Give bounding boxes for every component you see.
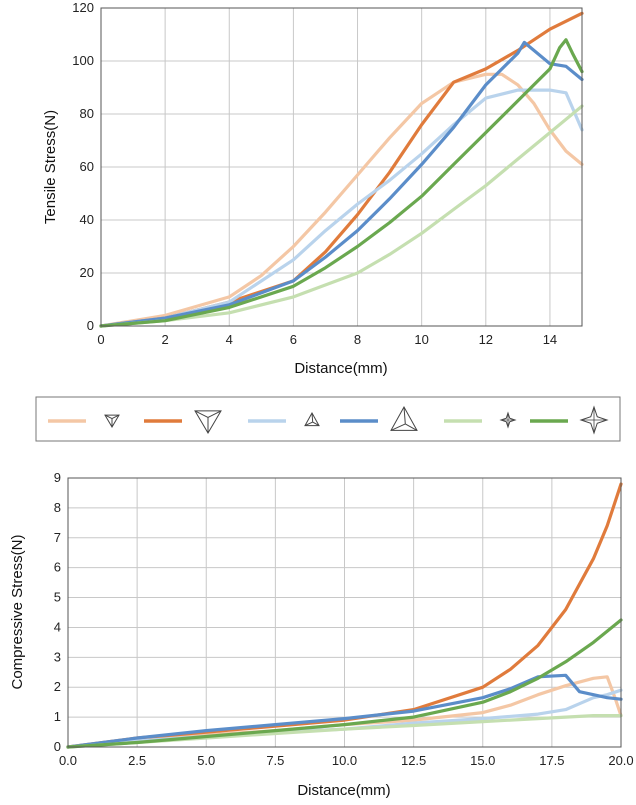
tensile-y-axis-label: Tensile Stress(N) [42,110,59,224]
compressive-y-ticks: 0 1 2 3 4 5 6 7 8 9 [54,470,61,754]
c1-x-tick-label: 14 [543,332,557,347]
legend-entry [248,411,320,427]
c2-y-tick-label: 4 [54,619,61,634]
c1-y-tick-label: 20 [80,265,94,280]
c2-y-tick-label: 3 [54,649,61,664]
c1-y-tick-label: 0 [87,318,94,333]
c1-y-tick-label: 80 [80,106,94,121]
c1-series-line-5 [99,104,584,328]
legend-entry [444,411,517,429]
c1-series-line-1 [99,72,584,328]
c1-x-tick-label: 4 [226,332,233,347]
compressive-series [66,482,623,749]
c1-x-tick-label: 2 [162,332,169,347]
small-four-point-star-icon [499,411,517,429]
c2-y-tick-label: 7 [54,530,61,545]
c2-x-tick-label: 15.0 [470,753,495,768]
c2-x-tick-label: 10.0 [332,753,357,768]
c2-y-tick-label: 2 [54,679,61,694]
c1-series-line-3 [99,88,584,328]
c2-y-tick-label: 5 [54,590,61,605]
tensile-y-ticks: 0 20 40 60 80 100 120 [72,0,94,333]
c2-y-tick-label: 1 [54,709,61,724]
legend-entry [144,410,222,434]
legend-entry [530,405,609,435]
tensile-x-ticks: 0 2 4 6 8 10 12 14 [97,332,557,347]
c1-x-tick-label: 10 [414,332,428,347]
c1-y-tick-label: 100 [72,53,94,68]
c2-series-line-4 [66,673,623,749]
c2-x-tick-label: 0.0 [59,753,77,768]
compressive-grid [67,477,622,748]
tensile-series [99,11,584,328]
compressive-chart: 0.0 2.5 5.0 7.5 10.0 12.5 15.0 17.5 20.0 0 1 2 3 4 5 6… [9,470,634,799]
c2-x-tick-label: 12.5 [401,753,426,768]
c1-y-tick-label: 60 [80,159,94,174]
tensile-plot-frame [100,7,583,327]
legend-entry [340,405,418,431]
tensile-chart: 0 2 4 6 8 10 12 14 0 20 40 60 80 100 120 Distance(mm)… [42,0,584,377]
c1-y-tick-label: 120 [72,0,94,15]
c1-x-tick-label: 6 [290,332,297,347]
c1-series-line-4 [99,40,584,328]
c2-x-tick-label: 17.5 [539,753,564,768]
compressive-x-axis-label: Distance(mm) [297,782,390,799]
large-triangular-pyramid-icon [194,410,222,434]
legend-items [48,405,609,435]
c2-y-tick-label: 9 [54,470,61,485]
legend-entry [48,414,120,428]
compressive-plot-frame [67,477,622,748]
c1-y-tick-label: 40 [80,212,94,227]
tensile-x-axis-label: Distance(mm) [294,360,387,377]
c1-series-line-6 [99,38,584,328]
compressive-y-axis-label: Compressive Stress(N) [9,534,26,689]
c2-x-tick-label: 5.0 [197,753,215,768]
c2-y-tick-label: 8 [54,500,61,515]
legend [35,396,621,442]
small-tetrahedron-icon [304,411,320,427]
c1-x-tick-label: 0 [97,332,104,347]
c2-y-tick-label: 0 [54,739,61,754]
c2-x-tick-label: 20.0 [608,753,633,768]
large-tetrahedron-icon [390,405,418,431]
large-four-point-star-icon [579,405,609,435]
c2-series-line-6 [66,618,623,749]
c2-x-tick-label: 7.5 [266,753,284,768]
c1-x-tick-label: 12 [479,332,493,347]
compressive-x-ticks: 0.0 2.5 5.0 7.5 10.0 12.5 15.0 17.5 20.0 [59,753,634,768]
legend-box [35,396,621,442]
c2-y-tick-label: 6 [54,560,61,575]
c1-x-tick-label: 8 [354,332,361,347]
small-triangular-pyramid-icon [104,414,120,428]
c2-x-tick-label: 2.5 [128,753,146,768]
